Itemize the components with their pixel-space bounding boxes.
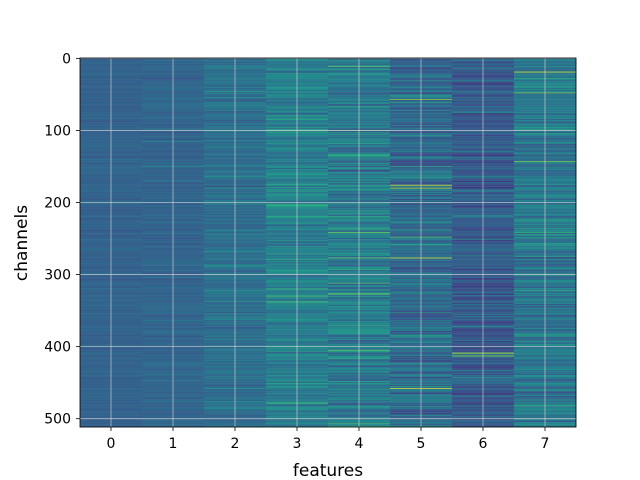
plot-frame <box>79 57 577 428</box>
y-tick-label: 500 <box>44 412 71 428</box>
y-axis-ticks: 0 100 200 300 400 500 <box>44 51 80 428</box>
y-tick-label: 0 <box>62 51 71 67</box>
x-tick-label: 0 <box>107 436 116 452</box>
y-tick-label: 200 <box>44 196 71 212</box>
x-axis-ticks: 0 1 2 3 4 5 6 7 <box>107 427 550 452</box>
x-tick-label: 4 <box>355 436 364 452</box>
x-axis-label: features <box>293 461 363 480</box>
y-tick-label: 400 <box>44 340 71 356</box>
y-axis-label: channels <box>12 205 32 281</box>
gridlines <box>80 57 576 427</box>
x-tick-label: 5 <box>417 436 426 452</box>
x-tick-label: 6 <box>479 436 488 452</box>
x-tick-label: 7 <box>541 436 550 452</box>
y-tick-label: 100 <box>44 123 71 139</box>
x-tick-label: 2 <box>231 436 240 452</box>
x-tick-label: 1 <box>169 436 178 452</box>
x-tick-label: 3 <box>293 436 302 452</box>
y-tick-label: 300 <box>44 268 71 284</box>
heatmap-cells <box>80 58 577 428</box>
